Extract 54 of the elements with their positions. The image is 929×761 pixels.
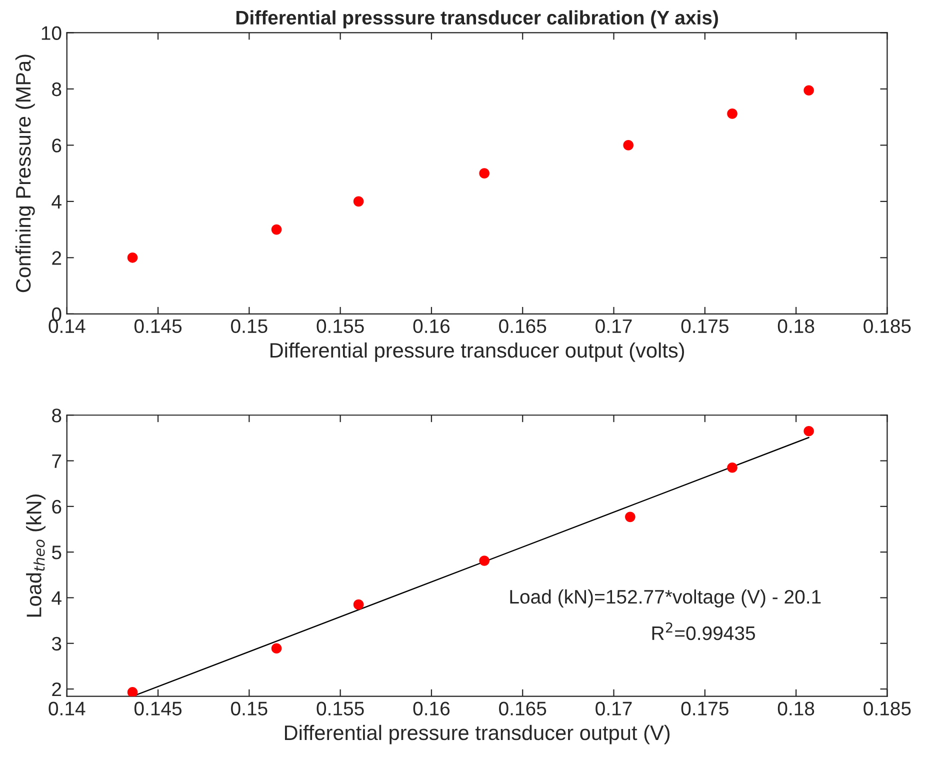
y-tick-label: 3 (52, 636, 62, 651)
x-tick-label: 0.185 (864, 702, 911, 716)
x-axis-title: Differential pressure transducer output (volts) (270, 342, 684, 362)
point (804, 426, 814, 436)
y-tick-label: 4 (52, 591, 62, 605)
x-tick-label: 0.145 (134, 702, 182, 716)
x-tick-label: 0.155 (316, 702, 364, 716)
point (127, 252, 138, 263)
x-tick-label: 0.15 (231, 319, 268, 334)
y-tick-label: 0 (52, 307, 62, 322)
x-tick-label: 0.165 (499, 702, 546, 716)
x-tick-label: 0.18 (778, 319, 814, 334)
y-axis-title: Load$_{theo}$ (kN) (26, 494, 46, 617)
point (727, 462, 738, 473)
point (353, 196, 364, 207)
y-tick-label: 5 (52, 546, 62, 560)
y-tick-label: 2 (52, 682, 62, 696)
x-axis-title: Differential pressure transducer output (V) (284, 724, 670, 744)
x-tick-label: 0.17 (596, 702, 632, 716)
y-tick-label: 8 (52, 408, 62, 422)
x-tick-label: 0.155 (316, 319, 364, 334)
point (479, 168, 490, 178)
chart-title: Differential presssure transducer calibration (Y axis) (236, 10, 718, 28)
y-tick-label: 6 (52, 500, 62, 514)
y-tick-label: 2 (52, 251, 62, 265)
y-tick-label: 7 (52, 454, 62, 468)
point (625, 512, 636, 522)
x-tick-label: 0.17 (596, 319, 632, 334)
point (353, 599, 364, 610)
annotation: Load (kN)=152.77*voltage (V) - 20.1 (510, 589, 821, 608)
x-tick-label: 0.165 (499, 319, 546, 334)
point (127, 687, 138, 696)
annotation: R$^{2}$=0.99435 (652, 622, 755, 640)
point (804, 85, 814, 96)
x-tick-label: 0.18 (778, 702, 814, 716)
y-tick-label: 8 (52, 82, 62, 96)
x-tick-label: 0.16 (413, 319, 450, 334)
x-tick-label: 0.185 (864, 319, 911, 334)
y-tick-label: 4 (52, 195, 62, 208)
point (271, 643, 282, 654)
x-tick-label: 0.16 (413, 702, 450, 716)
y-axis-title: Confining Pressure (MPa) (15, 54, 35, 292)
x-tick-label: 0.14 (48, 702, 86, 716)
x-tick-label: 0.175 (681, 702, 728, 716)
point (479, 556, 490, 566)
x-tick-label: 0.15 (231, 702, 268, 716)
y-tick-label: 10 (42, 26, 62, 40)
x-tick-label: 0.175 (681, 319, 728, 334)
point (271, 224, 282, 235)
x-tick-label: 0.145 (134, 319, 182, 334)
point (727, 108, 738, 119)
point (623, 140, 634, 150)
x-tick-label: 0.14 (48, 319, 86, 334)
y-tick-label: 6 (52, 138, 62, 152)
